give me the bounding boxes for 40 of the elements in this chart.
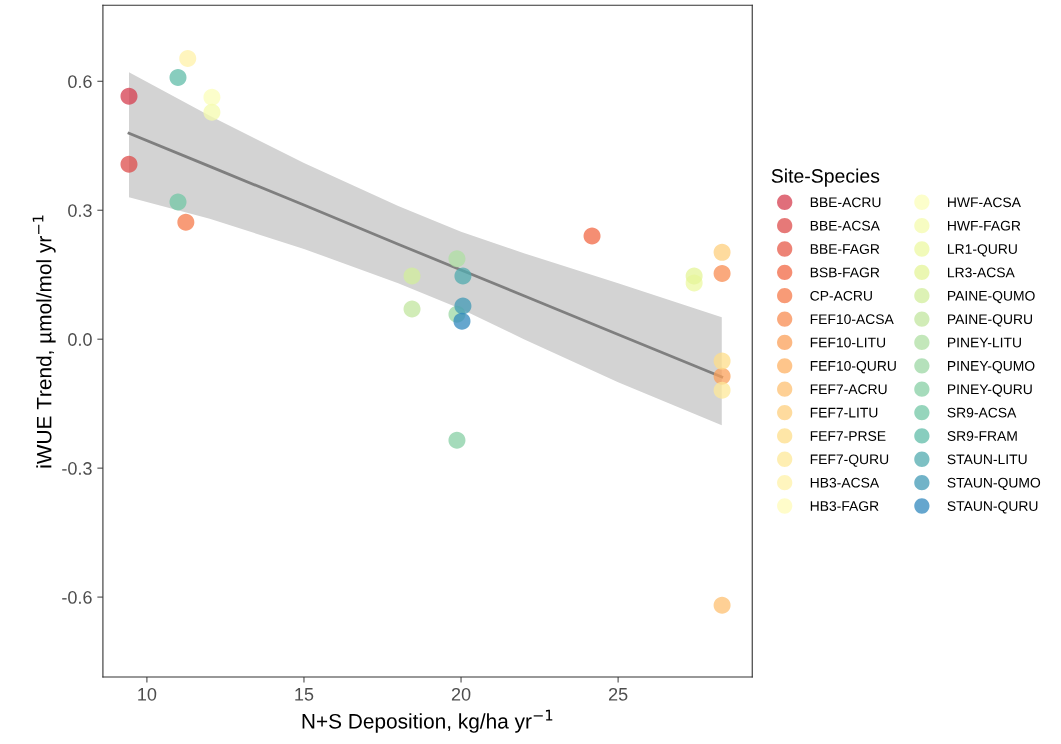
y-axis-title: iWUE Trend, µmol/mol yr$^{−1}$ (32, 215, 56, 468)
x-axis-title: N+S Deposition, kg/ha yr$^{−1}$ (302, 709, 553, 733)
legend-label: PINEY-LITU (948, 337, 1021, 348)
legend-label: BBE-ACSA (810, 220, 880, 231)
legend-label: FEF7-PRSE (810, 431, 886, 441)
legend-label: FEF7-LITU (810, 407, 878, 418)
legend-label: PINEY-QURU (948, 384, 1032, 397)
legend-label: SR9-FRAM (947, 431, 1017, 441)
legend-label: LR1-QURU (948, 244, 1017, 257)
y-tick-label: 0.0 (68, 333, 92, 346)
legend-label: HB3-ACSA (810, 477, 880, 488)
legend-label: STAUN-QUMO (947, 477, 1041, 491)
legend-label: FEF7-ACRU (810, 384, 887, 395)
legend-label: FEF10-ACSA (810, 314, 894, 325)
x-tick-label: 10 (138, 687, 157, 701)
legend-label: STAUN-LITU (947, 454, 1027, 465)
y-tick-label: 0.6 (68, 75, 92, 89)
y-tick-label: -0.3 (62, 462, 92, 475)
legend-label: BBE-FAGR (810, 244, 880, 254)
legend-label: SR9-ACSA (947, 407, 1017, 418)
legend-label: LR3-ACSA (948, 267, 1015, 278)
legend-label: PINEY-QUMO (948, 360, 1035, 374)
legend-label: HB3-FAGR (810, 501, 879, 511)
legend-label: BSB-FAGR (810, 267, 880, 278)
x-tick-label: 15 (295, 688, 314, 701)
legend-label: CP-ACRU (810, 290, 872, 301)
y-tick-label: 0.3 (68, 204, 92, 217)
legend-label: FEF10-LITU (810, 337, 886, 348)
legend-label: FEF10-QURU (810, 360, 896, 374)
legend-label: HWF-FAGR (948, 220, 1021, 231)
y-tick-label: -0.6 (62, 591, 92, 604)
x-tick-label: 20 (451, 687, 471, 701)
legend-label: PAINE-QURU (948, 314, 1032, 327)
legend-label: HWF-ACSA (948, 197, 1021, 208)
legend-label: FEF7-QURU (810, 454, 889, 467)
legend-label: BBE-ACRU (810, 197, 881, 208)
legend-label: PAINE-QUMO (948, 290, 1035, 304)
legend-label: STAUN-QURU (947, 501, 1038, 514)
x-tick-label: 25 (608, 687, 628, 701)
legend-title: Site-Species (771, 168, 880, 187)
